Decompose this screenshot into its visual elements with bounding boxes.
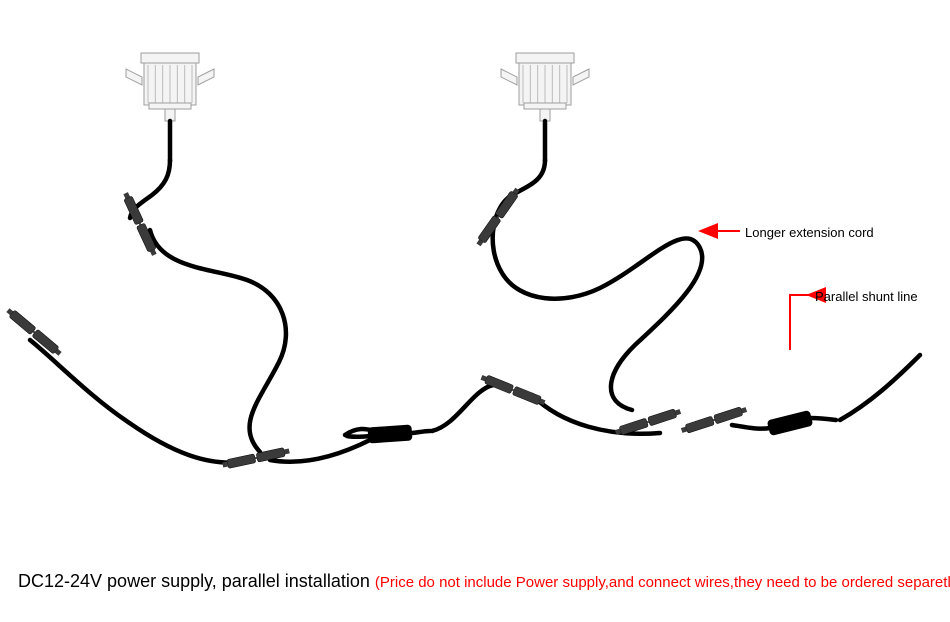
label-parallel-shunt: Parallel shunt line [815,289,918,304]
wire-j2_out_right [840,355,920,420]
callout-arrow-group [702,231,810,350]
junction-box-1 [367,424,412,443]
diagram-stage: Longer extension cord Parallel shunt lin… [0,0,950,622]
wiring-diagram [0,0,950,622]
wire-j2-stub-right [810,418,836,420]
connector-pair-7 [680,405,747,435]
label-extension-cord: Longer extension cord [745,225,874,240]
wire-j2-stub-left [732,425,770,429]
caption-note: (Price do not include Power supply,and c… [375,574,950,591]
connector-pair-4 [480,373,546,407]
caption: DC12-24V power supply, parallel installa… [18,571,950,592]
connector-pair-2 [5,307,63,358]
wire-j1-stub-left [347,436,370,437]
downlight-icon-2 [501,53,589,161]
wire-j1-stub-right [412,431,430,433]
downlight-icon-1 [126,53,214,161]
wire-junction_out [432,385,493,431]
caption-main: DC12-24V power supply, parallel installa… [18,571,370,591]
connector-pair-6 [475,187,521,248]
junction-box-2 [767,410,814,436]
wire-light2_drop [493,160,703,410]
arrow-parallel-shunt [790,295,810,350]
wire-left_feed [30,340,252,463]
downlight-group [126,53,589,161]
wire-ext_left [150,230,286,452]
